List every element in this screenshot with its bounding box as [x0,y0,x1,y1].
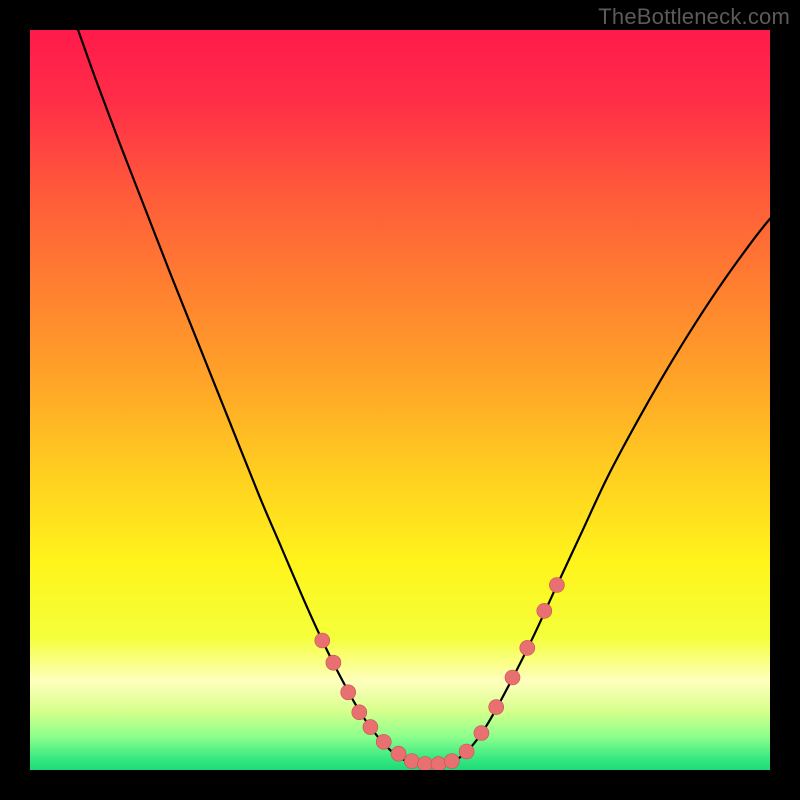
marker-dot [391,746,406,761]
marker-dot [363,720,378,735]
marker-dot [489,700,504,715]
marker-dot [376,734,391,749]
marker-dot [549,578,564,593]
marker-dot [520,640,535,655]
marker-dot [459,744,474,759]
chart-stage: TheBottleneck.com [0,0,800,800]
chart-svg [0,0,800,800]
marker-dot [315,633,330,648]
marker-dot [505,670,520,685]
marker-dot [341,685,356,700]
marker-dot [418,757,433,772]
marker-dot [474,726,489,741]
marker-dot [431,757,446,772]
gradient-background [30,30,770,770]
marker-dot [404,754,419,769]
marker-dot [326,655,341,670]
watermark-text: TheBottleneck.com [598,4,790,30]
marker-dot [537,603,552,618]
marker-dot [352,705,367,720]
marker-dot [444,754,459,769]
